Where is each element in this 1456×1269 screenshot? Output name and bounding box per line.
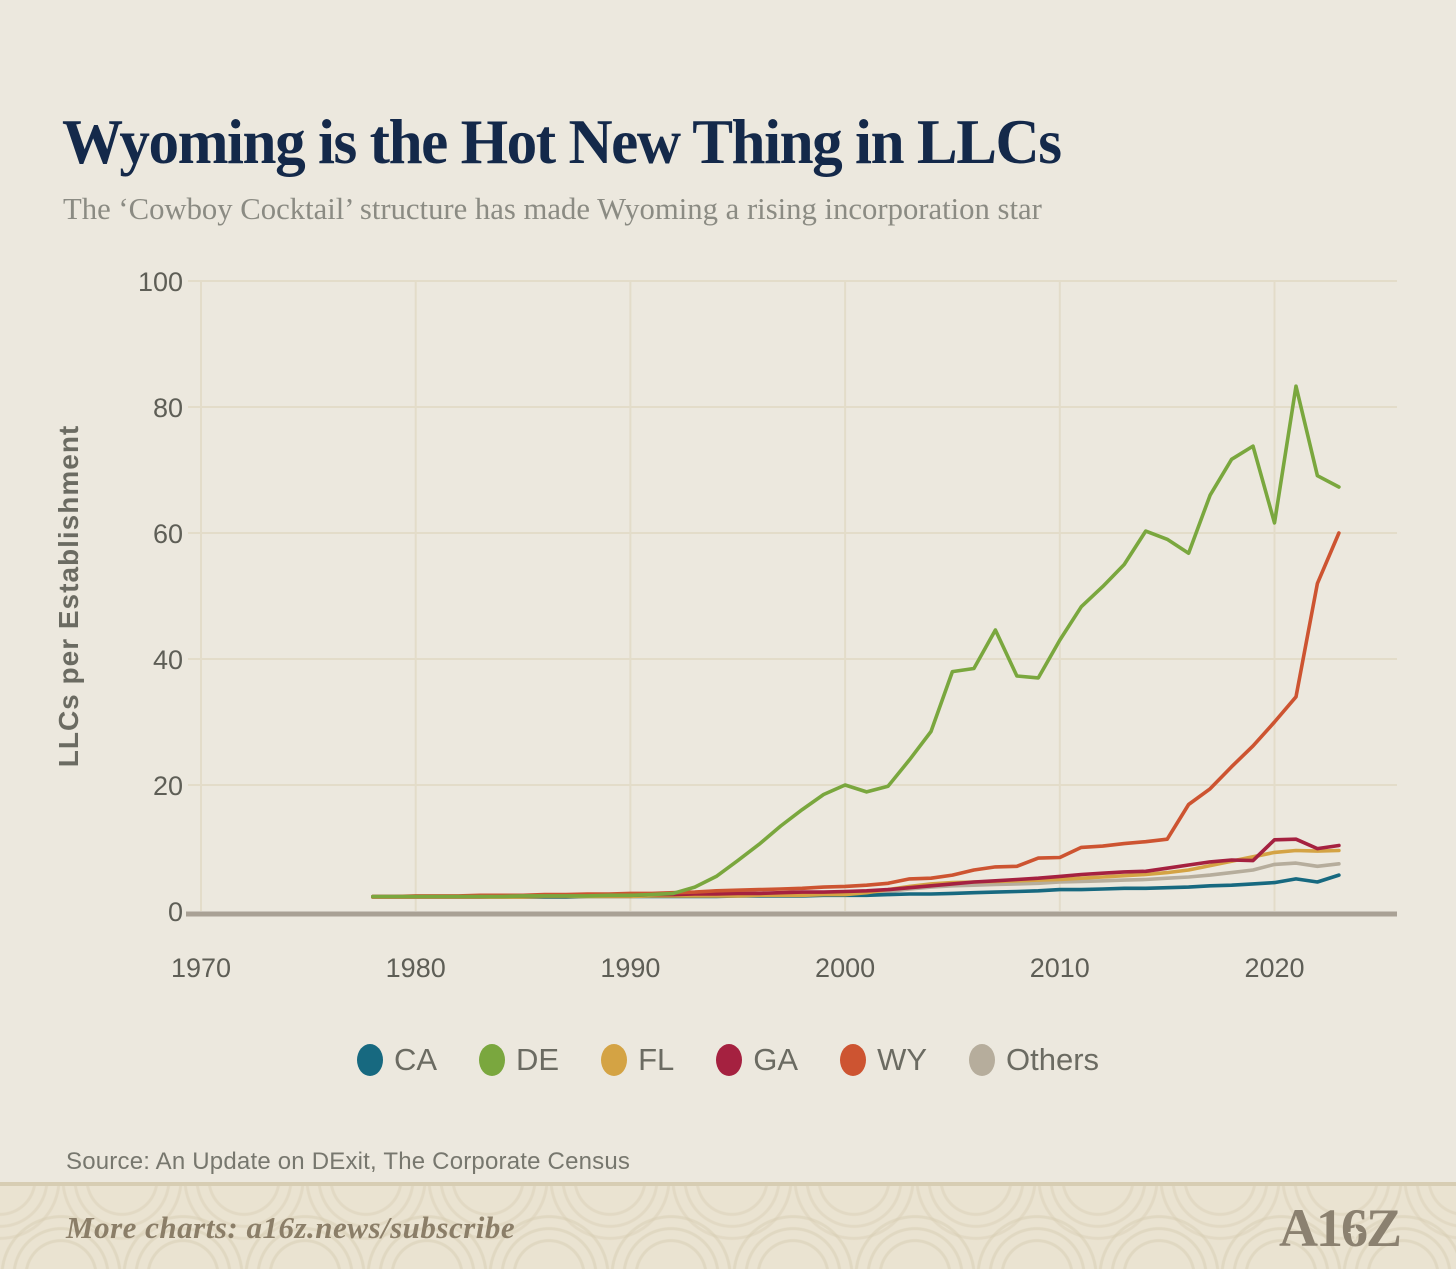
legend-label: DE bbox=[516, 1042, 560, 1077]
legend-item-CA: CA bbox=[356, 1042, 438, 1078]
legend-swatch-DE bbox=[479, 1044, 506, 1076]
series-line-DE bbox=[370, 384, 1341, 899]
x-tick-label: 1980 bbox=[386, 953, 446, 983]
legend-item-Others: Others bbox=[969, 1042, 1099, 1078]
legend-swatch-GA bbox=[716, 1044, 743, 1076]
more-charts-text: More charts: a16z.news/subscribe bbox=[66, 1209, 516, 1245]
legend-item-WY: WY bbox=[840, 1042, 927, 1078]
legend-label: WY bbox=[877, 1042, 928, 1077]
source-note: Source: An Update on DExit, The Corporat… bbox=[66, 1148, 631, 1175]
legend-swatch-WY bbox=[840, 1044, 867, 1076]
legend-swatch-FL bbox=[601, 1044, 628, 1076]
line-chart: 0 20 40 60 80 100 1970 1980 1990 2000 2010 2020 LLCs… bbox=[53, 267, 1397, 983]
legend-swatch-Others bbox=[969, 1044, 996, 1076]
chart-legend: CA DE FL GA WY Others bbox=[0, 1042, 1456, 1078]
y-tick-label: 0 bbox=[168, 897, 183, 927]
chart-subtitle: The ‘Cowboy Cocktail’ structure has made… bbox=[63, 191, 1042, 226]
legend-item-GA: GA bbox=[716, 1042, 798, 1078]
y-tick-label: 60 bbox=[153, 519, 183, 549]
x-tick-label: 1990 bbox=[600, 953, 660, 983]
legend-label: FL bbox=[638, 1042, 675, 1077]
legend-label: Others bbox=[1006, 1042, 1100, 1077]
a16z-logo: A16Z bbox=[1279, 1201, 1402, 1255]
legend-item-DE: DE bbox=[479, 1042, 559, 1078]
y-axis-title: LLCs per Establishment bbox=[53, 425, 84, 768]
y-tick-label: 20 bbox=[153, 771, 183, 801]
legend-label: GA bbox=[753, 1042, 799, 1077]
series-line-WY bbox=[370, 531, 1341, 899]
x-tick-label: 1970 bbox=[171, 953, 231, 983]
y-tick-label: 40 bbox=[153, 645, 183, 675]
x-tick-label: 2000 bbox=[815, 953, 875, 983]
x-tick-label: 2010 bbox=[1030, 953, 1090, 983]
legend-label: CA bbox=[393, 1042, 438, 1077]
x-tick-label: 2020 bbox=[1244, 953, 1304, 983]
legend-swatch-CA bbox=[356, 1044, 383, 1076]
chart-title: Wyoming is the Hot New Thing in LLCs bbox=[62, 107, 1062, 178]
logo-six-with-star: 6 bbox=[1341, 1201, 1368, 1255]
legend-item-FL: FL bbox=[601, 1042, 674, 1078]
y-tick-label: 100 bbox=[138, 267, 183, 297]
y-tick-label: 80 bbox=[153, 393, 183, 423]
footer-band: More charts: a16z.news/subscribe A16Z bbox=[0, 1182, 1456, 1269]
